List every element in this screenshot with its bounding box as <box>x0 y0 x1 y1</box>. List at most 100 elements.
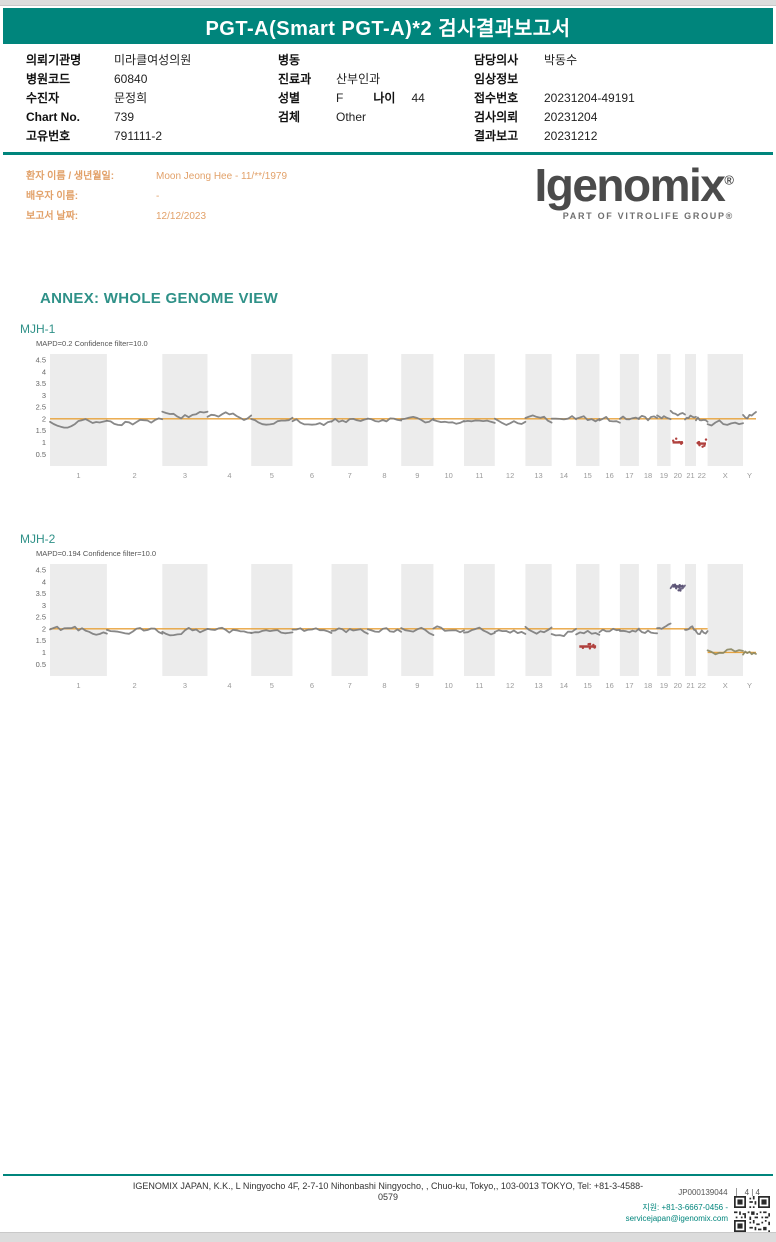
annex-section-title: ANNEX: WHOLE GENOME VIEW <box>40 290 279 307</box>
svg-text:1.5: 1.5 <box>36 426 46 435</box>
sample-label-mjh2: MJH-2 <box>20 532 56 546</box>
field-label: 검체 <box>278 110 301 124</box>
field-value: 박동수 <box>544 53 578 67</box>
registered-mark: ® <box>724 172 734 188</box>
svg-text:15: 15 <box>584 471 592 480</box>
order-info-col-right: 담당의사 박동수 임상정보 접수번호 20231204-49191 검사의뢰 2023… <box>474 54 766 143</box>
genome-view-mjh2: MJH-2 MAPD=0.194 Confidence filter=10.0 … <box>20 532 772 693</box>
svg-text:17: 17 <box>625 471 633 480</box>
svg-text:21: 21 <box>686 681 694 690</box>
igenomix-wordmark: Igenomix® <box>534 162 734 208</box>
field-label: 나이 <box>373 91 396 105</box>
field-label: 임상정보 <box>474 72 519 86</box>
field-label: 고유번호 <box>26 129 71 143</box>
svg-text:0.5: 0.5 <box>36 660 46 669</box>
field-value: 791111-2 <box>114 129 163 143</box>
svg-text:22: 22 <box>698 471 706 480</box>
field-label: Chart No. <box>26 110 80 124</box>
field-value: Other <box>336 110 367 124</box>
field-label: 결과보고 <box>474 129 519 143</box>
svg-text:10: 10 <box>445 471 453 480</box>
svg-text:13: 13 <box>534 681 542 690</box>
svg-text:1: 1 <box>42 438 46 447</box>
field-row: 임상정보 <box>474 73 766 86</box>
field-label: 접수번호 <box>474 91 519 105</box>
svg-text:2.5: 2.5 <box>36 613 46 622</box>
svg-text:2.5: 2.5 <box>36 403 46 412</box>
field-value: 미라클여성의원 <box>114 53 192 67</box>
svg-text:X: X <box>723 471 728 480</box>
page-bottom-strip <box>0 1232 776 1242</box>
field-row: 진료과 산부인과 <box>278 73 474 86</box>
sample-label-mjh1: MJH-1 <box>20 322 56 336</box>
svg-text:5: 5 <box>270 471 274 480</box>
partner-name-value: - <box>156 191 160 202</box>
svg-text:0.5: 0.5 <box>36 450 46 459</box>
svg-text:6: 6 <box>310 471 314 480</box>
svg-text:15: 15 <box>584 681 592 690</box>
svg-text:6: 6 <box>310 681 314 690</box>
mapd-subtitle-mjh1: MAPD=0.2 Confidence filter=10.0 <box>36 339 148 348</box>
svg-text:20: 20 <box>674 471 682 480</box>
svg-text:Y: Y <box>747 681 752 690</box>
svg-text:14: 14 <box>560 471 568 480</box>
logo-name: Igenomix <box>534 159 725 211</box>
svg-text:7: 7 <box>348 471 352 480</box>
partner-name-row: 배우자 이름: - <box>26 190 287 203</box>
footer-document-id: JP000139044 4 | 4 <box>678 1188 760 1197</box>
svg-text:14: 14 <box>560 681 568 690</box>
svg-text:1: 1 <box>42 648 46 657</box>
svg-text:4: 4 <box>227 681 231 690</box>
report-date-row: 보고서 날짜: 12/12/2023 <box>26 210 287 223</box>
field-row: 결과보고 20231212 <box>474 130 766 143</box>
svg-text:X: X <box>723 681 728 690</box>
field-row: 접수번호 20231204-49191 <box>474 92 766 105</box>
order-info-col-left: 의뢰기관명 미라클여성의원 병원코드 60840 수진자 문정희 Chart No. 7… <box>26 54 278 143</box>
footer-separator-line <box>3 1174 773 1176</box>
svg-text:13: 13 <box>534 471 542 480</box>
field-value: 739 <box>114 110 135 124</box>
patient-info-section: 환자 이름 / 생년월일: Moon Jeong Hee - 11/**/1979… <box>26 170 287 223</box>
field-label: 담당의사 <box>474 53 519 67</box>
svg-text:3: 3 <box>42 601 46 610</box>
field-value: 20231212 <box>544 129 598 143</box>
svg-text:1.5: 1.5 <box>36 636 46 645</box>
page-number: 4 | 4 <box>735 1188 760 1197</box>
svg-text:17: 17 <box>625 681 633 690</box>
field-value: F <box>336 91 344 105</box>
svg-text:18: 18 <box>644 471 652 480</box>
report-header: PGT-A(Smart PGT-A)*2 검사결과보고서 <box>3 8 773 44</box>
field-row: 병동 <box>278 54 474 67</box>
field-value: 20231204-49191 <box>544 91 635 105</box>
svg-text:8: 8 <box>382 681 386 690</box>
svg-text:Y: Y <box>747 471 752 480</box>
svg-text:8: 8 <box>382 471 386 480</box>
field-label: 검사의뢰 <box>474 110 519 124</box>
field-value: 문정희 <box>114 91 148 105</box>
footer-address: IGENOMIX JAPAN, K.K., L Ningyocho 4F, 2-… <box>132 1181 644 1203</box>
field-row: 검사의뢰 20231204 <box>474 111 766 124</box>
svg-text:3.5: 3.5 <box>36 379 46 388</box>
svg-text:1: 1 <box>76 471 80 480</box>
svg-text:18: 18 <box>644 681 652 690</box>
mapd-subtitle-mjh2: MAPD=0.194 Confidence filter=10.0 <box>36 549 157 558</box>
field-label: 진료과 <box>278 72 312 86</box>
field-label: 수진자 <box>26 91 60 105</box>
patient-name-label: 환자 이름 / 생년월일: <box>26 171 115 182</box>
field-row: 수진자 문정희 <box>26 92 278 105</box>
partner-name-label: 배우자 이름: <box>26 191 79 202</box>
svg-text:12: 12 <box>506 471 514 480</box>
field-value: 44 <box>411 91 425 105</box>
svg-text:2: 2 <box>42 414 46 423</box>
svg-text:16: 16 <box>605 471 613 480</box>
svg-text:7: 7 <box>348 681 352 690</box>
igenomix-logo: Igenomix® PART OF VITROLIFE GROUP® <box>534 162 734 221</box>
report-date-label: 보고서 날짜: <box>26 211 79 222</box>
field-row: Chart No. 739 <box>26 111 278 124</box>
svg-text:2: 2 <box>133 471 137 480</box>
field-row: 고유번호 791111-2 <box>26 130 278 143</box>
svg-text:22: 22 <box>698 681 706 690</box>
svg-text:19: 19 <box>660 681 668 690</box>
document-id: JP000139044 <box>678 1188 728 1197</box>
field-value: 60840 <box>114 72 148 86</box>
